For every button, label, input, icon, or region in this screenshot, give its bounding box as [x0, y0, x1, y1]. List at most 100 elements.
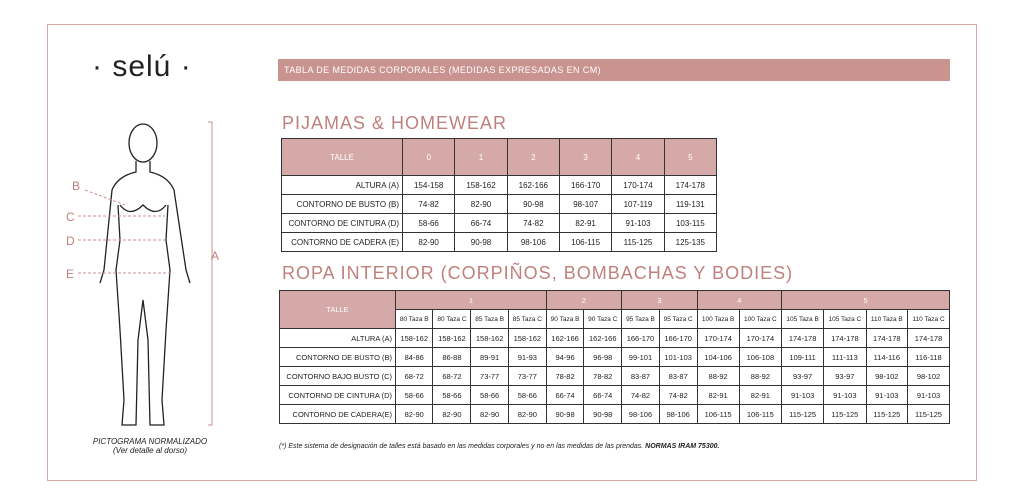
- size-cell: 110 Taza C: [907, 309, 950, 329]
- cell: 58-66: [401, 213, 456, 233]
- cell: 111-113: [823, 347, 867, 367]
- cell: 82-90: [394, 404, 434, 424]
- cell: 82-90: [470, 404, 509, 424]
- cell: 91-103: [611, 213, 665, 233]
- cell: 162-166: [583, 328, 623, 348]
- cell: 115-125: [907, 404, 950, 424]
- cell: 115-125: [781, 404, 825, 424]
- size-cell: 80 Taza C: [432, 309, 472, 329]
- cell: 116-118: [907, 347, 950, 367]
- cell: 109-111: [781, 347, 825, 367]
- cell: 94-96: [545, 347, 585, 367]
- group-cell: 1: [395, 290, 547, 310]
- row: ALTURA (A) 154-158 158-162 162-166 166-170 17…: [281, 175, 718, 195]
- cell: 91-103: [907, 385, 950, 405]
- label-e: E: [66, 267, 74, 281]
- footnote-text: (*) Este sistema de designación de talle…: [279, 443, 646, 450]
- header-cell: 4: [611, 138, 665, 176]
- cell: 58-66: [394, 385, 434, 405]
- row: CONTORNO DE BUSTO (B) 84-86 86-88 89-91 91-9…: [279, 347, 950, 367]
- cell: ALTURA (A): [279, 328, 396, 348]
- size-cell: 100 Taza C: [738, 309, 783, 329]
- cell: 166-170: [621, 328, 660, 348]
- frame: [47, 24, 977, 481]
- cell: 106-108: [738, 347, 783, 367]
- cell: 170-174: [696, 328, 740, 348]
- cell: 66-74: [454, 213, 508, 233]
- cell: 84-86: [394, 347, 434, 367]
- label-c: C: [66, 210, 75, 224]
- cell: 174-178: [865, 328, 909, 348]
- size-cell: 95 Taza B: [621, 309, 660, 329]
- group-cell: 2: [545, 290, 623, 310]
- size-cell: 85 Taza B: [470, 309, 509, 329]
- cell: 115-125: [823, 404, 867, 424]
- row: CONTORNO DE CADERA (E) 82-90 90-98 98-106 10…: [281, 232, 718, 252]
- cell: 115-125: [865, 404, 909, 424]
- cell: 99-101: [621, 347, 660, 367]
- cell: 170-174: [611, 175, 665, 195]
- cell: 98-102: [907, 366, 950, 386]
- cell: CONTORNO DE CINTURA (D): [281, 213, 403, 233]
- cell: 82-91: [558, 213, 613, 233]
- footnote-bold: NORMAS IRAM 75300.: [645, 443, 720, 450]
- cell: 158-162: [394, 328, 434, 348]
- cell: 82-91: [738, 385, 783, 405]
- cell: 68-72: [432, 366, 472, 386]
- cell: 74-82: [506, 213, 560, 233]
- cell: 74-82: [401, 194, 456, 214]
- cell: 114-116: [865, 347, 909, 367]
- cell: 174-178: [823, 328, 867, 348]
- group-cell: 4: [696, 290, 783, 310]
- row: CONTORNO DE CINTURA (D) 58-66 66-74 74-82 82…: [281, 213, 718, 233]
- row: CONTORNO DE BUSTO (B) 74-82 82-90 90-98 98-1…: [281, 194, 718, 214]
- group-cell: 5: [781, 290, 950, 310]
- silhouette: [99, 123, 191, 426]
- cell: 174-178: [781, 328, 825, 348]
- cell: 93-97: [781, 366, 825, 386]
- cell: CONTORNO DE CINTURA (D): [279, 385, 396, 405]
- cell: 154-158: [401, 175, 456, 195]
- cell: 158-162: [432, 328, 472, 348]
- table-title: PIJAMAS & HOMEWEAR: [282, 113, 508, 133]
- cell: 158-162: [454, 175, 508, 195]
- brand: · selú ·: [92, 50, 192, 83]
- cell: 106-115: [696, 404, 740, 424]
- cell: 88-92: [738, 366, 783, 386]
- pictogram: B C D E A: [66, 121, 219, 426]
- group-row: TALLE 1 2 3 4 5: [279, 290, 950, 329]
- cell: 74-82: [658, 385, 698, 405]
- label-b: B: [72, 179, 80, 193]
- pictogram-caption: PICTOGRAMA NORMALIZADO (Ver detalle al do…: [70, 437, 230, 455]
- header-cell: 5: [663, 138, 718, 176]
- cell: 162-166: [506, 175, 560, 195]
- cell: 98-106: [506, 232, 560, 252]
- cell: 78-82: [545, 366, 585, 386]
- cell: 82-91: [696, 385, 740, 405]
- header-cell: 0: [401, 138, 456, 176]
- header-cell: 2: [506, 138, 560, 176]
- cell: 91-93: [507, 347, 547, 367]
- banner: TABLA DE MEDIDAS CORPORALES (MEDIDAS EXP…: [278, 59, 950, 81]
- header-cell: TALLE: [281, 138, 403, 176]
- cell: 78-82: [583, 366, 623, 386]
- cell: 170-174: [738, 328, 783, 348]
- cell: 90-98: [506, 194, 560, 214]
- table-title: ROPA INTERIOR (CORPIÑOS, BOMBACHAS Y BOD…: [282, 263, 794, 283]
- size-cell: 90 Taza B: [545, 309, 585, 329]
- label-a: A: [211, 249, 219, 263]
- cell: 86-88: [432, 347, 472, 367]
- cell: 58-66: [432, 385, 472, 405]
- cell: 82-90: [432, 404, 472, 424]
- header-cell: TALLE: [279, 290, 396, 329]
- cell: 174-178: [907, 328, 950, 348]
- cell: 166-170: [658, 328, 698, 348]
- cell: 68-72: [394, 366, 434, 386]
- height-bracket: [208, 121, 213, 426]
- cell: 158-162: [507, 328, 547, 348]
- header-cell: 1: [454, 138, 508, 176]
- cell: 106-115: [558, 232, 613, 252]
- row: ALTURA (A) 158-162 158-162 158-162 158-162 16…: [279, 328, 950, 348]
- cell: CONTORNO DE CADERA(E): [279, 404, 396, 424]
